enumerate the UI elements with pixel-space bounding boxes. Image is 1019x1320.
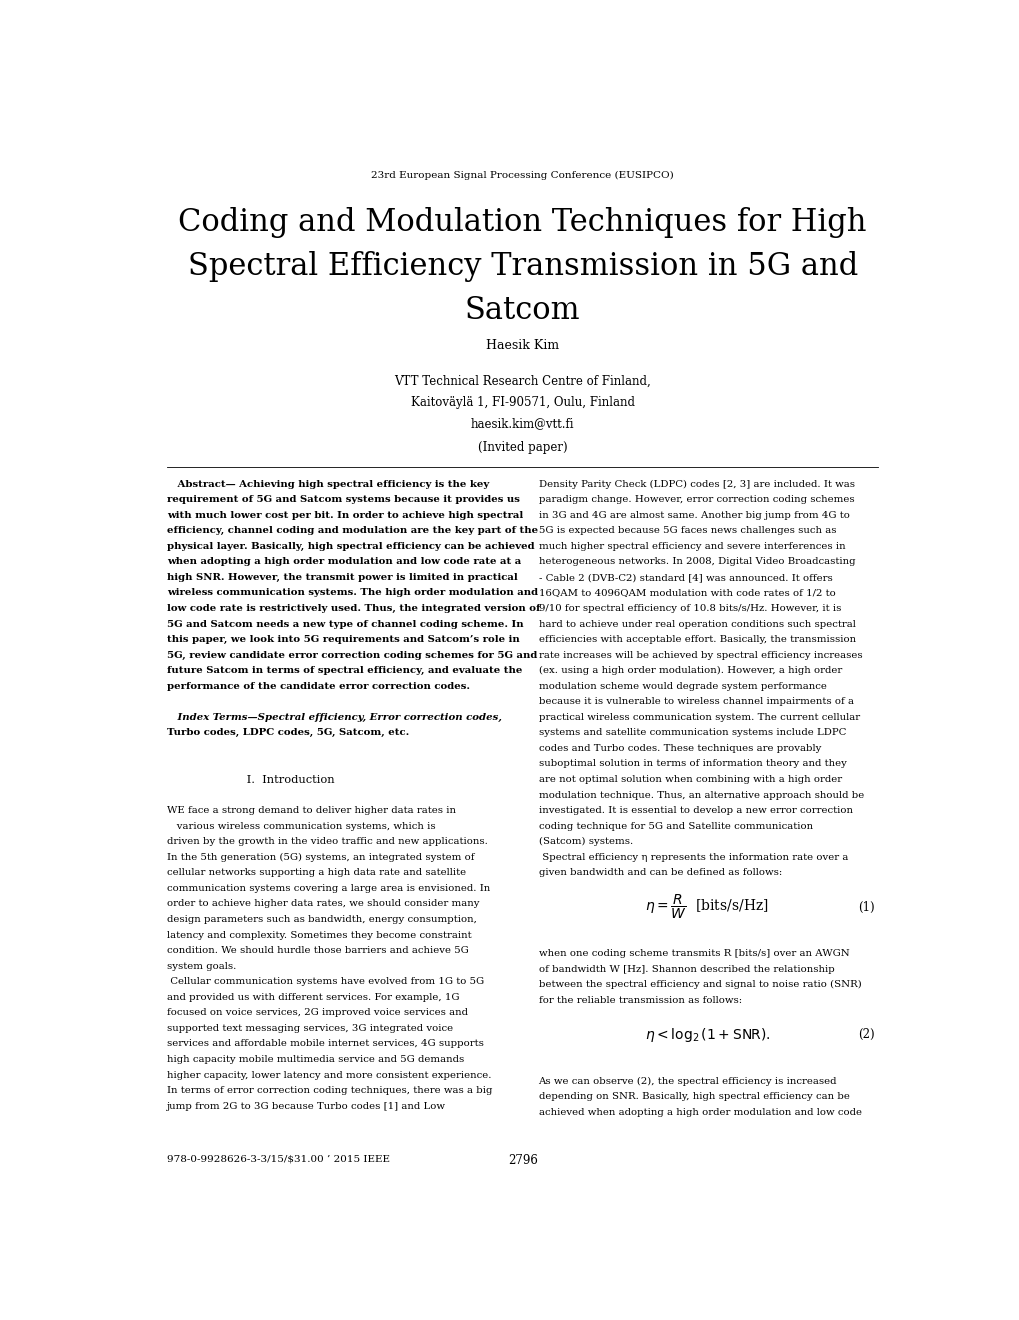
Text: practical wireless communication system. The current cellular: practical wireless communication system.… — [538, 713, 859, 722]
Text: 9/10 for spectral efficiency of 10.8 bits/s/Hz. However, it is: 9/10 for spectral efficiency of 10.8 bit… — [538, 605, 840, 612]
Text: in 3G and 4G are almost same. Another big jump from 4G to: in 3G and 4G are almost same. Another bi… — [538, 511, 849, 520]
Text: Satcom: Satcom — [465, 294, 580, 326]
Text: (1): (1) — [857, 900, 873, 913]
Text: latency and complexity. Sometimes they become constraint: latency and complexity. Sometimes they b… — [167, 931, 471, 940]
Text: jump from 2G to 3G because Turbo codes [1] and Low: jump from 2G to 3G because Turbo codes [… — [167, 1102, 445, 1110]
Text: Density Parity Check (LDPC) codes [2, 3] are included. It was: Density Parity Check (LDPC) codes [2, 3]… — [538, 479, 854, 488]
Text: services and affordable mobile internet services, 4G supports: services and affordable mobile internet … — [167, 1039, 483, 1048]
Text: (2): (2) — [857, 1028, 873, 1041]
Text: WE face a strong demand to deliver higher data rates in: WE face a strong demand to deliver highe… — [167, 807, 455, 816]
Text: supported text messaging services, 3G integrated voice: supported text messaging services, 3G in… — [167, 1024, 452, 1032]
Text: 5G is expected because 5G faces news challenges such as: 5G is expected because 5G faces news cha… — [538, 527, 836, 535]
Text: I.  Introduction: I. Introduction — [167, 775, 334, 785]
Text: rate increases will be achieved by spectral efficiency increases: rate increases will be achieved by spect… — [538, 651, 861, 660]
Text: Kaitoväylä 1, FI-90571, Oulu, Finland: Kaitoväylä 1, FI-90571, Oulu, Finland — [411, 396, 634, 409]
Text: Spectral Efficiency Transmission in 5G and: Spectral Efficiency Transmission in 5G a… — [187, 251, 857, 282]
Text: low code rate is restrictively used. Thus, the integrated version of: low code rate is restrictively used. Thu… — [167, 605, 540, 612]
Text: efficiency, channel coding and modulation are the key part of the: efficiency, channel coding and modulatio… — [167, 527, 538, 535]
Text: design parameters such as bandwidth, energy consumption,: design parameters such as bandwidth, ene… — [167, 915, 477, 924]
Text: (Satcom) systems.: (Satcom) systems. — [538, 837, 632, 846]
Text: order to achieve higher data rates, we should consider many: order to achieve higher data rates, we s… — [167, 899, 479, 908]
Text: - Cable 2 (DVB-C2) standard [4] was announced. It offers: - Cable 2 (DVB-C2) standard [4] was anno… — [538, 573, 832, 582]
Text: coding technique for 5G and Satellite communication: coding technique for 5G and Satellite co… — [538, 822, 812, 830]
Text: much higher spectral efficiency and severe interferences in: much higher spectral efficiency and seve… — [538, 541, 845, 550]
Text: 5G, review candidate error correction coding schemes for 5G and: 5G, review candidate error correction co… — [167, 651, 537, 660]
Text: modulation scheme would degrade system performance: modulation scheme would degrade system p… — [538, 681, 825, 690]
Text: for the reliable transmission as follows:: for the reliable transmission as follows… — [538, 995, 741, 1005]
Text: suboptimal solution in terms of information theory and they: suboptimal solution in terms of informat… — [538, 759, 846, 768]
Text: wireless communication systems. The high order modulation and: wireless communication systems. The high… — [167, 589, 538, 598]
Text: communication systems covering a large area is envisioned. In: communication systems covering a large a… — [167, 884, 490, 892]
Text: $\eta = \dfrac{R}{W}$  [bits/s/Hz]: $\eta = \dfrac{R}{W}$ [bits/s/Hz] — [645, 894, 768, 921]
Text: achieved when adopting a high order modulation and low code: achieved when adopting a high order modu… — [538, 1107, 861, 1117]
Text: with much lower cost per bit. In order to achieve high spectral: with much lower cost per bit. In order t… — [167, 511, 523, 520]
Text: In the 5th generation (5G) systems, an integrated system of: In the 5th generation (5G) systems, an i… — [167, 853, 474, 862]
Text: 2796: 2796 — [507, 1155, 537, 1167]
Text: heterogeneous networks. In 2008, Digital Video Broadcasting: heterogeneous networks. In 2008, Digital… — [538, 557, 854, 566]
Text: because it is vulnerable to wireless channel impairments of a: because it is vulnerable to wireless cha… — [538, 697, 853, 706]
Text: given bandwidth and can be defined as follows:: given bandwidth and can be defined as fo… — [538, 869, 781, 878]
Text: 23rd European Signal Processing Conference (EUSIPCO): 23rd European Signal Processing Conferen… — [371, 170, 674, 180]
Text: performance of the candidate error correction codes.: performance of the candidate error corre… — [167, 681, 470, 690]
Text: and provided us with different services. For example, 1G: and provided us with different services.… — [167, 993, 460, 1002]
Text: As we can observe (2), the spectral efficiency is increased: As we can observe (2), the spectral effi… — [538, 1077, 837, 1086]
Text: physical layer. Basically, high spectral efficiency can be achieved: physical layer. Basically, high spectral… — [167, 541, 534, 550]
Text: efficiencies with acceptable effort. Basically, the transmission: efficiencies with acceptable effort. Bas… — [538, 635, 855, 644]
Text: Spectral efficiency η represents the information rate over a: Spectral efficiency η represents the inf… — [538, 853, 847, 862]
Text: when one coding scheme transmits R [bits/s] over an AWGN: when one coding scheme transmits R [bits… — [538, 949, 849, 958]
Text: condition. We should hurdle those barriers and achieve 5G: condition. We should hurdle those barrie… — [167, 946, 469, 956]
Text: future Satcom in terms of spectral efficiency, and evaluate the: future Satcom in terms of spectral effic… — [167, 667, 522, 676]
Text: investigated. It is essential to develop a new error correction: investigated. It is essential to develop… — [538, 807, 852, 816]
Text: In terms of error correction coding techniques, there was a big: In terms of error correction coding tech… — [167, 1086, 492, 1096]
Text: Cellular communication systems have evolved from 1G to 5G: Cellular communication systems have evol… — [167, 977, 484, 986]
Text: Coding and Modulation Techniques for High: Coding and Modulation Techniques for Hig… — [178, 207, 866, 238]
Text: paradigm change. However, error correction coding schemes: paradigm change. However, error correcti… — [538, 495, 853, 504]
Text: systems and satellite communication systems include LDPC: systems and satellite communication syst… — [538, 729, 845, 738]
Text: requirement of 5G and Satcom systems because it provides us: requirement of 5G and Satcom systems bec… — [167, 495, 520, 504]
Text: this paper, we look into 5G requirements and Satcom’s role in: this paper, we look into 5G requirements… — [167, 635, 520, 644]
Text: depending on SNR. Basically, high spectral efficiency can be: depending on SNR. Basically, high spectr… — [538, 1092, 849, 1101]
Text: $\eta < \log_2(1 + \mathrm{SNR}).$: $\eta < \log_2(1 + \mathrm{SNR}).$ — [645, 1026, 770, 1044]
Text: system goals.: system goals. — [167, 962, 236, 970]
Text: when adopting a high order modulation and low code rate at a: when adopting a high order modulation an… — [167, 557, 521, 566]
Text: (ex. using a high order modulation). However, a high order: (ex. using a high order modulation). How… — [538, 667, 841, 676]
Text: VTT Technical Research Centre of Finland,: VTT Technical Research Centre of Finland… — [394, 375, 650, 388]
Text: high SNR. However, the transmit power is limited in practical: high SNR. However, the transmit power is… — [167, 573, 518, 582]
Text: various wireless communication systems, which is: various wireless communication systems, … — [167, 822, 435, 830]
Text: between the spectral efficiency and signal to noise ratio (SNR): between the spectral efficiency and sign… — [538, 981, 860, 990]
Text: Turbo codes, LDPC codes, 5G, Satcom, etc.: Turbo codes, LDPC codes, 5G, Satcom, etc… — [167, 729, 409, 738]
Text: Index Terms—Spectral efficiency, Error correction codes,: Index Terms—Spectral efficiency, Error c… — [167, 713, 501, 722]
Text: high capacity mobile multimedia service and 5G demands: high capacity mobile multimedia service … — [167, 1055, 464, 1064]
Text: cellular networks supporting a high data rate and satellite: cellular networks supporting a high data… — [167, 869, 466, 878]
Text: focused on voice services, 2G improved voice services and: focused on voice services, 2G improved v… — [167, 1008, 468, 1018]
Text: Abstract— Achieving high spectral efficiency is the key: Abstract— Achieving high spectral effici… — [167, 479, 489, 488]
Text: driven by the growth in the video traffic and new applications.: driven by the growth in the video traffi… — [167, 837, 487, 846]
Text: higher capacity, lower latency and more consistent experience.: higher capacity, lower latency and more … — [167, 1071, 491, 1080]
Text: 5G and Satcom needs a new type of channel coding scheme. In: 5G and Satcom needs a new type of channe… — [167, 619, 523, 628]
Text: of bandwidth W [Hz]. Shannon described the relationship: of bandwidth W [Hz]. Shannon described t… — [538, 965, 834, 974]
Text: 978-0-9928626-3-3/15/$31.00 ’ 2015 IEEE: 978-0-9928626-3-3/15/$31.00 ’ 2015 IEEE — [167, 1155, 389, 1163]
Text: codes and Turbo codes. These techniques are provably: codes and Turbo codes. These techniques … — [538, 744, 820, 752]
Text: 16QAM to 4096QAM modulation with code rates of 1/2 to: 16QAM to 4096QAM modulation with code ra… — [538, 589, 835, 598]
Text: hard to achieve under real operation conditions such spectral: hard to achieve under real operation con… — [538, 619, 855, 628]
Text: Haesik Kim: Haesik Kim — [486, 339, 558, 352]
Text: are not optimal solution when combining with a high order: are not optimal solution when combining … — [538, 775, 841, 784]
Text: (Invited paper): (Invited paper) — [478, 441, 567, 454]
Text: modulation technique. Thus, an alternative approach should be: modulation technique. Thus, an alternati… — [538, 791, 863, 800]
Text: haesik.kim@vtt.fi: haesik.kim@vtt.fi — [471, 417, 574, 430]
